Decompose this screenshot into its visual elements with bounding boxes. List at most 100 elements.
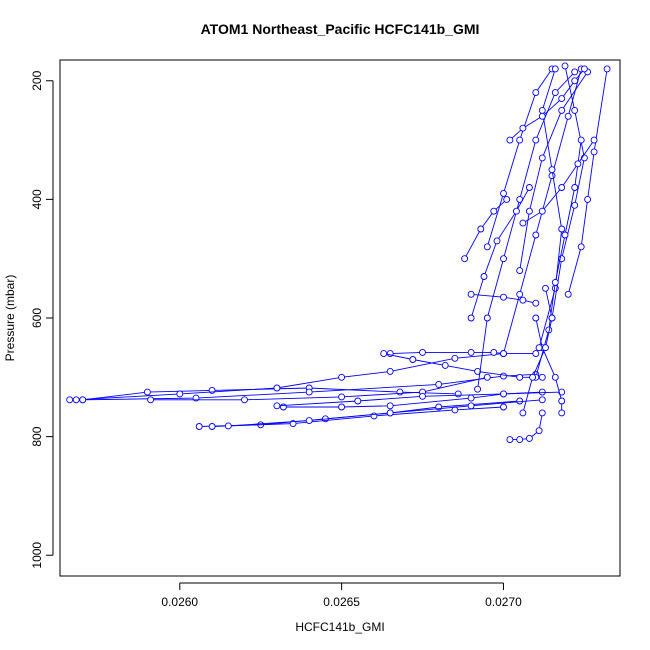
data-point xyxy=(580,65,588,73)
series-27 xyxy=(519,136,598,227)
data-point xyxy=(516,397,524,405)
data-point xyxy=(519,296,527,304)
data-point xyxy=(532,299,540,307)
data-point xyxy=(273,402,281,410)
series-line xyxy=(383,353,543,378)
data-point xyxy=(538,388,546,396)
data-point xyxy=(467,348,475,356)
data-point xyxy=(584,195,592,203)
data-point xyxy=(354,397,362,405)
data-point xyxy=(386,409,394,417)
data-point xyxy=(558,409,566,417)
data-point xyxy=(571,201,579,209)
series-15 xyxy=(474,68,579,393)
data-point xyxy=(558,388,566,396)
data-point xyxy=(386,402,394,410)
data-point xyxy=(386,367,394,375)
data-point xyxy=(532,314,540,322)
data-point xyxy=(538,154,546,162)
data-point xyxy=(548,166,556,174)
series-7 xyxy=(224,396,546,430)
y-tick-label: 800 xyxy=(30,426,44,446)
data-point xyxy=(525,434,533,442)
series-line xyxy=(464,199,508,259)
data-point xyxy=(532,136,540,144)
data-point xyxy=(561,62,569,70)
data-point xyxy=(483,243,491,251)
series-14 xyxy=(532,314,566,417)
data-point xyxy=(564,290,572,298)
data-point xyxy=(79,396,87,404)
data-point xyxy=(396,388,404,396)
data-point xyxy=(538,409,546,417)
data-point xyxy=(532,231,540,239)
data-point xyxy=(519,409,527,417)
data-point xyxy=(519,219,527,227)
data-point xyxy=(538,396,546,404)
data-point xyxy=(500,293,507,301)
data-point xyxy=(538,207,546,215)
data-point xyxy=(467,290,475,298)
series-line xyxy=(503,68,582,354)
data-point xyxy=(241,396,248,404)
data-point xyxy=(535,344,543,352)
series-24 xyxy=(467,184,533,322)
data-point xyxy=(503,195,511,203)
data-point xyxy=(500,189,507,197)
data-point xyxy=(561,231,569,239)
data-point xyxy=(538,373,546,381)
series-19 xyxy=(535,65,566,352)
series-21 xyxy=(506,65,588,144)
data-point xyxy=(474,385,482,393)
y-tick-label: 600 xyxy=(30,308,44,328)
data-point xyxy=(435,380,443,388)
series-12 xyxy=(506,409,546,444)
data-point xyxy=(571,77,579,85)
data-point xyxy=(500,350,507,358)
data-point xyxy=(590,136,598,144)
data-point xyxy=(480,273,488,280)
y-axis-label: Pressure (mbar) xyxy=(3,275,17,362)
data-point xyxy=(532,89,540,97)
data-point xyxy=(571,184,579,191)
data-point xyxy=(147,396,155,404)
data-point xyxy=(467,402,475,410)
series-line xyxy=(471,293,536,304)
y-tick-label: 400 xyxy=(30,189,44,209)
data-point xyxy=(535,427,543,435)
data-point xyxy=(516,267,524,275)
data-point xyxy=(542,284,549,292)
series-11 xyxy=(380,350,546,381)
data-point xyxy=(490,207,498,215)
data-point xyxy=(558,397,566,405)
data-point xyxy=(224,422,232,430)
data-point xyxy=(574,160,582,168)
data-point xyxy=(571,68,579,76)
data-point xyxy=(558,225,566,233)
data-point xyxy=(338,403,346,411)
data-point xyxy=(474,367,482,375)
data-point xyxy=(529,373,537,381)
data-point xyxy=(380,350,388,358)
series-2 xyxy=(72,350,507,404)
data-point xyxy=(409,356,417,363)
data-point xyxy=(558,95,566,103)
data-point xyxy=(305,417,313,425)
series-9 xyxy=(273,388,566,410)
data-point xyxy=(525,207,533,215)
data-point xyxy=(419,392,426,400)
data-point xyxy=(441,361,449,369)
data-point xyxy=(542,344,549,352)
data-point xyxy=(548,314,556,322)
data-point xyxy=(590,148,598,156)
series-22 xyxy=(564,65,611,298)
data-point xyxy=(577,243,585,251)
data-point xyxy=(571,106,579,114)
series-layer xyxy=(66,62,611,444)
x-tick-label: 0.0260 xyxy=(161,595,198,609)
x-axis-label: HCFC141b_GMI xyxy=(295,620,384,634)
data-point xyxy=(467,394,475,402)
series-26 xyxy=(461,195,511,263)
data-point xyxy=(577,136,585,144)
